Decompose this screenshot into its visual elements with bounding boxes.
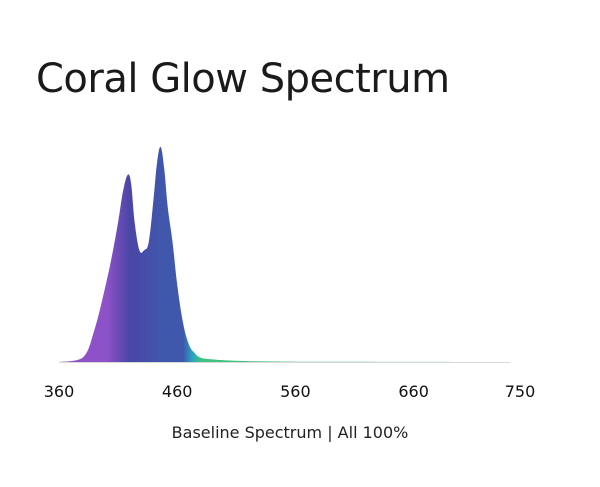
spectrum-caption: Baseline Spectrum | All 100% (171, 423, 409, 442)
x-tick-label: 660 (398, 382, 429, 401)
spectrum-area (59, 146, 520, 362)
x-tick-label: 560 (280, 382, 311, 401)
x-tick-label: 750 (505, 382, 536, 401)
x-tick-label: 460 (162, 382, 193, 401)
chart-title: Coral Glow Spectrum (36, 56, 450, 102)
x-tick-label: 360 (44, 382, 75, 401)
x-tick-labels: 360 460 560 660 750 (44, 382, 536, 401)
